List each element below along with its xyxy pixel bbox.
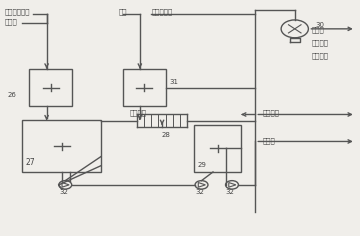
Bar (22, 120, 101, 172)
Text: 纯碱: 纯碱 (119, 8, 127, 15)
Text: 无氟磷胺: 无氟磷胺 (262, 110, 279, 116)
Text: 29: 29 (198, 162, 207, 168)
Text: 30: 30 (316, 21, 325, 28)
Text: 28: 28 (161, 132, 170, 138)
Text: 固收产品: 固收产品 (312, 39, 329, 46)
Text: 26: 26 (8, 92, 17, 98)
Text: 31: 31 (169, 79, 178, 85)
Text: 32: 32 (59, 189, 68, 195)
Text: 氟硫胺钠: 氟硫胺钠 (312, 52, 329, 59)
Bar (30, 69, 72, 106)
Text: 32: 32 (195, 189, 204, 195)
Bar (123, 69, 166, 106)
Text: 温法流溶磷胺: 温法流溶磷胺 (4, 8, 30, 15)
Text: 活性硅: 活性硅 (4, 18, 17, 25)
Text: 沉淀晶种: 沉淀晶种 (130, 110, 147, 116)
Text: 32: 32 (226, 189, 235, 195)
Text: 27: 27 (26, 158, 35, 167)
Text: 氟资源: 氟资源 (312, 26, 325, 33)
Bar (194, 125, 241, 172)
Text: 母液与洗液: 母液与洗液 (151, 8, 172, 15)
Text: 稀磷胺: 稀磷胺 (262, 138, 275, 144)
